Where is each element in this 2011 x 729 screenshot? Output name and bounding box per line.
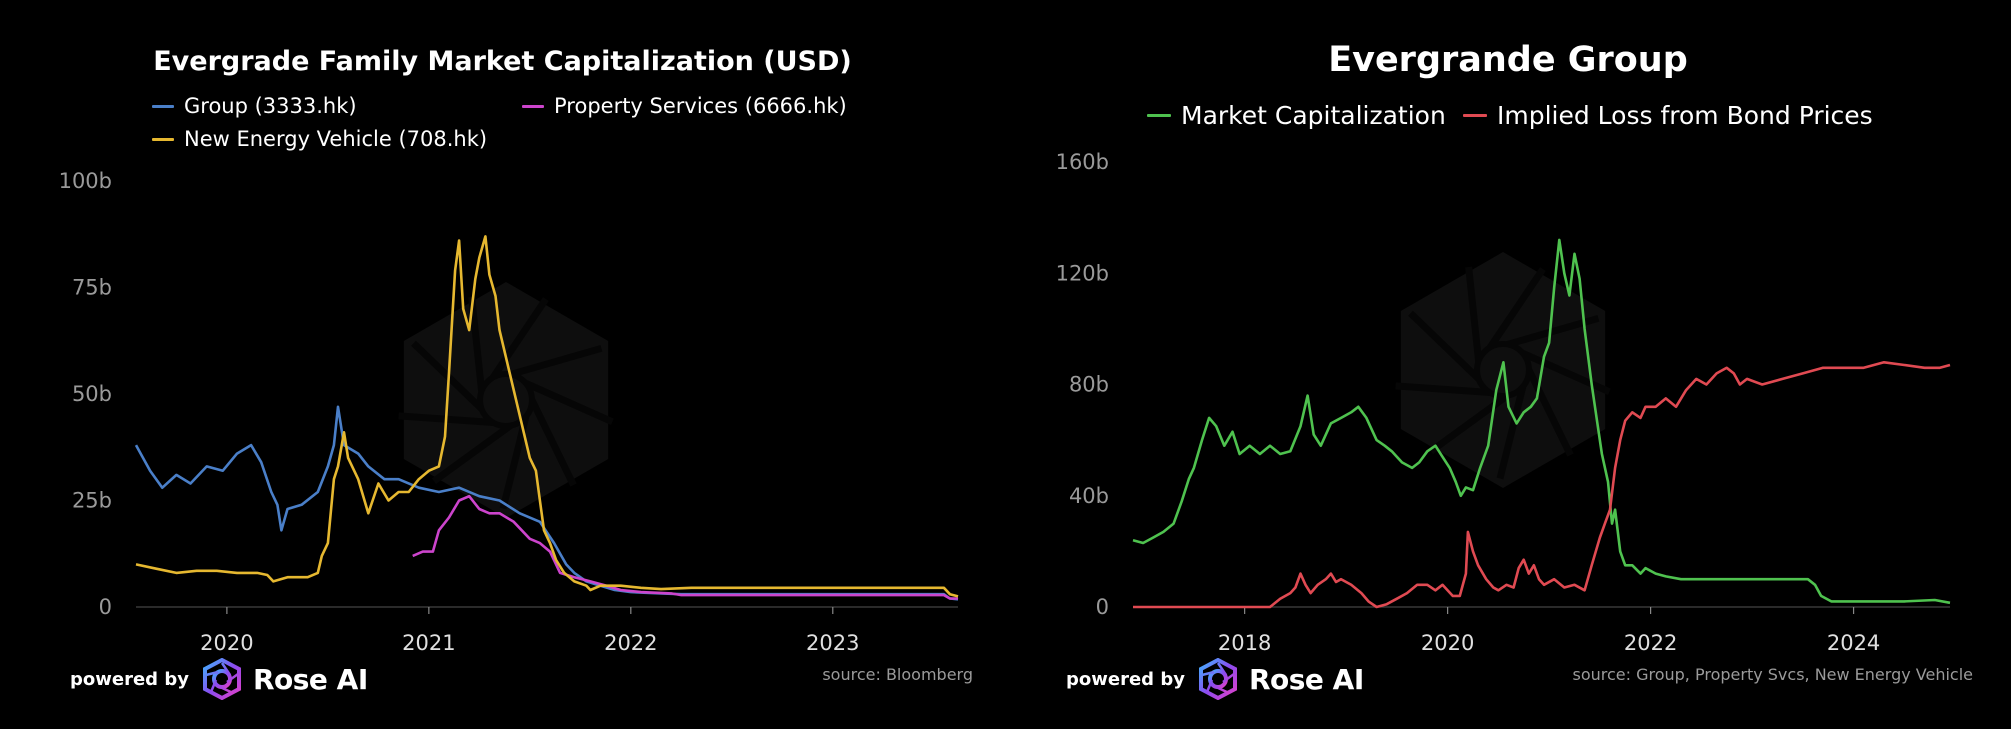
powered-by-text: powered by — [70, 668, 189, 690]
legend-swatch-group — [152, 104, 174, 108]
left-y-tick-label: 75b — [72, 276, 112, 300]
right-y-tick-label: 160b — [1056, 150, 1109, 174]
left-y-tick-label: 50b — [72, 382, 112, 406]
left-x-tick-label: 2022 — [604, 631, 657, 655]
right-x-tick-label: 2018 — [1218, 631, 1271, 655]
left-chart-source: source: Bloomberg — [822, 665, 973, 684]
right-x-tick-label: 2022 — [1624, 631, 1677, 655]
left-x-tick-label: 2020 — [200, 631, 253, 655]
brand-name: Rose AI — [252, 662, 368, 696]
right-chart-plot: 0 40b 80b 120b 160b 2018 2020 2022 2024 — [1056, 150, 1951, 655]
powered-by-branding-left: powered by Rose AI — [70, 658, 368, 700]
brand-name: Rose AI — [1248, 662, 1364, 696]
powered-by-branding-right: powered by Rose AI — [1066, 658, 1364, 700]
right-y-tick-label: 0 — [1096, 595, 1109, 619]
left-x-tick-label: 2021 — [402, 631, 455, 655]
legend-item-group[interactable]: Group (3333.hk) — [152, 94, 357, 118]
legend-label-group: Group (3333.hk) — [184, 94, 357, 118]
right-x-tick-label: 2020 — [1421, 631, 1474, 655]
right-y-tick-label: 80b — [1069, 373, 1109, 397]
legend-swatch-market-capitalization — [1147, 114, 1171, 117]
legend-swatch-new-energy-vehicle — [152, 137, 174, 141]
legend-label-implied-loss: Implied Loss from Bond Prices — [1497, 101, 1873, 130]
legend-swatch-property-services — [522, 104, 544, 108]
left-y-tick-label: 0 — [99, 595, 112, 619]
legend-item-property-services[interactable]: Property Services (6666.hk) — [522, 94, 847, 118]
rose-ai-logo-icon — [1198, 658, 1237, 700]
watermark-logo — [398, 282, 614, 518]
right-chart-source: source: Group, Property Svcs, New Energy… — [1572, 665, 1973, 684]
left-series-line-1 — [412, 494, 958, 600]
legend-label-property-services: Property Services (6666.hk) — [554, 94, 847, 118]
right-x-tick-label: 2024 — [1827, 631, 1880, 655]
left-y-tick-label: 100b — [59, 169, 112, 193]
right-chart-title: Evergrande Group — [1328, 40, 1688, 80]
right-y-tick-label: 120b — [1056, 261, 1109, 285]
left-x-tick-label: 2023 — [806, 631, 859, 655]
right-series-line-0 — [1132, 238, 1951, 605]
left-series-line-2 — [135, 235, 959, 598]
powered-by-text: powered by — [1066, 668, 1185, 690]
rose-ai-logo-icon — [202, 658, 241, 700]
right-chart-panel: Evergrande Group Market Capitalization I… — [1005, 0, 2011, 729]
legend-swatch-implied-loss — [1463, 114, 1487, 117]
left-chart-panel: Evergrade Family Market Capitalization (… — [0, 0, 1005, 729]
right-y-tick-label: 40b — [1069, 484, 1109, 508]
legend-item-new-energy-vehicle[interactable]: New Energy Vehicle (708.hk) — [152, 127, 487, 151]
legend-label-market-capitalization: Market Capitalization — [1181, 101, 1446, 130]
legend-label-new-energy-vehicle: New Energy Vehicle (708.hk) — [184, 127, 488, 151]
left-y-tick-label: 25b — [72, 489, 112, 513]
left-chart-title: Evergrade Family Market Capitalization (… — [153, 46, 852, 77]
legend-item-implied-loss[interactable]: Implied Loss from Bond Prices — [1463, 101, 1873, 130]
right-series-line-1 — [1133, 361, 1951, 609]
left-chart-plot: 0 25b 50b 75b 100b 2020 2021 2022 2023 — [59, 169, 959, 655]
legend-item-market-capitalization[interactable]: Market Capitalization — [1147, 101, 1446, 130]
